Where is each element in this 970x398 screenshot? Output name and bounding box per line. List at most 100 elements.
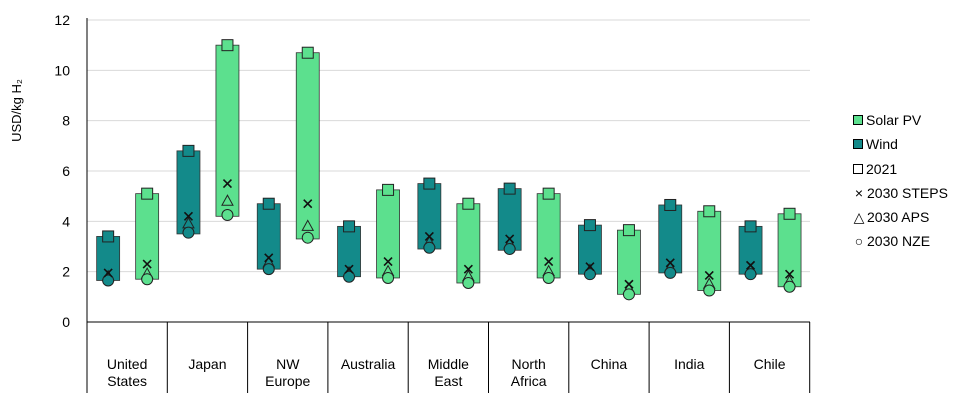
marker-2030-steps xyxy=(183,211,194,221)
marker-2030-steps xyxy=(544,257,554,267)
y-axis-label-wrap: USD/kg H₂ xyxy=(4,40,28,180)
y-tick-label: 12 xyxy=(54,12,70,28)
marker-2030-steps xyxy=(222,179,233,189)
y-tick-label: 10 xyxy=(54,62,70,78)
x-tick-label: Europe xyxy=(265,373,310,389)
marker-2021 xyxy=(301,46,314,59)
marker-2021 xyxy=(703,205,716,218)
marker-2030-nze xyxy=(102,274,115,287)
marker-2030-steps xyxy=(704,270,714,281)
marker-2021 xyxy=(141,187,154,200)
marker-2021 xyxy=(182,144,195,157)
marker-2021 xyxy=(462,197,475,210)
marker-2030-aps xyxy=(301,219,315,231)
marker-2030-steps xyxy=(585,262,595,272)
marker-2030-nze xyxy=(423,241,436,254)
marker-2030-nze xyxy=(703,284,716,297)
marker-2021 xyxy=(783,207,796,220)
x-tick-label: Japan xyxy=(188,356,226,372)
square-marker-icon xyxy=(853,163,863,174)
marker-2030-nze xyxy=(301,231,314,244)
x-tick-label: NW xyxy=(276,356,300,372)
x-tick-label: Middle xyxy=(428,356,469,372)
marker-2030-nze xyxy=(664,266,677,279)
legend-item-2030-aps: △ 2030 APS xyxy=(853,205,948,229)
legend-label-2030-aps: 2030 APS xyxy=(867,209,930,226)
marker-2021 xyxy=(744,220,757,233)
x-tick-label: North xyxy=(512,356,546,372)
legend-label-2030-steps: 2030 STEPS xyxy=(867,184,948,201)
marker-2030-steps xyxy=(142,259,152,269)
marker-2030-steps xyxy=(505,234,515,244)
y-tick-label: 0 xyxy=(62,314,70,330)
marker-2021 xyxy=(102,230,115,243)
marker-2021 xyxy=(542,187,555,200)
y-tick-label: 4 xyxy=(62,213,70,229)
marker-2030-steps xyxy=(624,279,634,289)
marker-2030-nze xyxy=(382,271,395,284)
marker-2030-nze xyxy=(622,288,635,301)
marker-2030-nze xyxy=(221,209,234,222)
x-tick-label: Australia xyxy=(341,356,396,372)
y-tick-label: 8 xyxy=(62,113,70,129)
solar-pv-swatch xyxy=(853,115,863,126)
marker-2030-steps xyxy=(665,258,675,268)
marker-2030-steps xyxy=(424,231,434,241)
marker-2021 xyxy=(503,182,516,195)
y-tick-label: 6 xyxy=(62,163,70,179)
x-tick-label: States xyxy=(107,373,147,389)
x-tick-label: Africa xyxy=(511,373,547,389)
marker-2021 xyxy=(221,39,234,52)
x-tick-label: India xyxy=(674,356,705,372)
legend-label-2021: 2021 xyxy=(866,160,898,177)
range-bar xyxy=(135,193,160,280)
marker-2030-steps xyxy=(383,257,393,267)
legend-label-solar-pv: Solar PV xyxy=(866,112,922,128)
legend-item-2030-steps: × 2030 STEPS xyxy=(853,181,948,205)
cross-marker-icon: × xyxy=(854,184,864,201)
marker-2030-steps xyxy=(303,199,313,209)
legend: Solar PV Wind 2021 × 2030 STEPS △ 2030 A… xyxy=(853,108,948,254)
y-tick-label: 2 xyxy=(62,264,70,280)
marker-2030-nze xyxy=(462,276,475,289)
marker-2030-steps xyxy=(264,253,274,263)
marker-2021 xyxy=(664,198,677,211)
marker-2021 xyxy=(423,177,436,190)
marker-2030-nze xyxy=(783,280,796,293)
range-bar xyxy=(215,44,240,217)
x-tick-label: United xyxy=(107,356,147,372)
marker-2030-nze xyxy=(343,270,356,283)
marker-2021 xyxy=(382,183,395,196)
legend-label-2030-nze: 2030 NZE xyxy=(867,233,931,250)
marker-2030-nze xyxy=(182,226,195,239)
triangle-marker-icon: △ xyxy=(853,209,865,226)
marker-2021 xyxy=(343,220,356,233)
marker-2030-steps xyxy=(463,264,473,274)
circle-marker-icon: ○ xyxy=(854,233,864,250)
marker-2030-steps xyxy=(103,268,113,278)
legend-label-wind: Wind xyxy=(866,136,898,153)
marker-2030-nze xyxy=(503,243,516,256)
x-tick-label: China xyxy=(591,356,628,372)
y-axis-label: USD/kg H₂ xyxy=(8,78,24,142)
marker-2030-steps xyxy=(784,269,795,279)
marker-2030-nze xyxy=(542,271,555,284)
legend-item-wind: Wind xyxy=(853,132,948,156)
marker-2030-nze xyxy=(262,263,275,276)
legend-item-2021: 2021 xyxy=(853,157,948,181)
marker-2030-nze xyxy=(141,273,154,286)
marker-2030-steps xyxy=(344,264,354,274)
marker-2030-nze xyxy=(744,268,757,281)
range-bar xyxy=(295,52,320,240)
wind-swatch xyxy=(853,139,863,150)
x-tick-label: Chile xyxy=(754,356,786,372)
marker-2030-steps xyxy=(745,260,756,270)
marker-2030-aps xyxy=(221,194,234,206)
marker-2021 xyxy=(622,224,635,237)
marker-2021 xyxy=(583,219,596,232)
x-tick-label: East xyxy=(434,373,462,389)
marker-2030-nze xyxy=(583,268,596,281)
marker-2021 xyxy=(262,197,275,210)
